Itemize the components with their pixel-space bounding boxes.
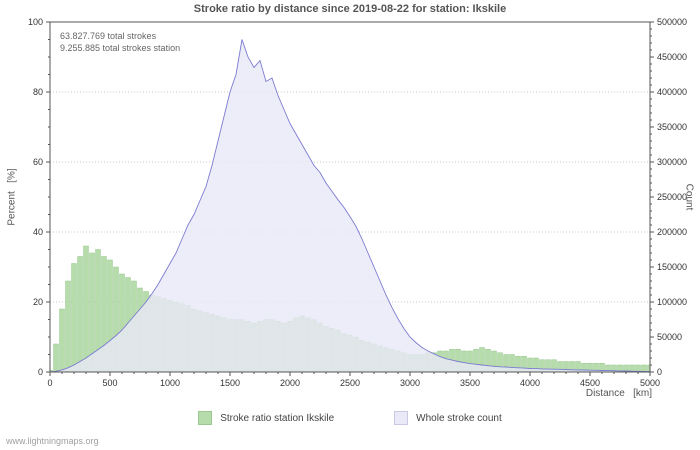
svg-text:1000: 1000 (160, 378, 180, 388)
ratio-bar (563, 361, 569, 372)
ratio-bar (551, 359, 557, 372)
svg-text:500000: 500000 (657, 17, 687, 27)
svg-text:4500: 4500 (580, 378, 600, 388)
count-area (50, 39, 650, 372)
ratio-bar (107, 259, 113, 372)
ratio-bar (617, 364, 623, 372)
ratio-bar (575, 361, 581, 372)
ratio-bar (119, 273, 125, 372)
svg-text:100: 100 (28, 17, 43, 27)
ratio-bar (95, 249, 101, 372)
ratio-bar (605, 364, 611, 372)
ratio-bar (599, 363, 605, 372)
annotation-total-strokes: 63.827.769 total strokes (60, 31, 157, 41)
svg-text:3000: 3000 (400, 378, 420, 388)
svg-text:450000: 450000 (657, 52, 687, 62)
ratio-bar (587, 363, 593, 372)
svg-text:80: 80 (33, 87, 43, 97)
ratio-bar (641, 364, 647, 372)
ratio-bar (557, 361, 563, 372)
svg-text:300000: 300000 (657, 157, 687, 167)
legend-item-stroke-count: Whole stroke count (394, 411, 502, 425)
ratio-bar (479, 347, 485, 372)
tick-marks (46, 21, 654, 376)
ratio-bar (647, 364, 650, 372)
ratio-bar (65, 280, 71, 372)
ratio-bar (539, 359, 545, 372)
ratio-bar (53, 343, 59, 372)
ratio-bar (497, 352, 503, 372)
ratio-bar (491, 350, 497, 372)
y-axis-label-left: Percent [%] (6, 168, 18, 226)
svg-text:2000: 2000 (280, 378, 300, 388)
svg-text:1500: 1500 (220, 378, 240, 388)
legend-swatch-stroke-count-icon (394, 411, 409, 425)
ratio-bar (533, 357, 539, 372)
svg-text:0: 0 (47, 378, 52, 388)
ratio-bar (101, 256, 107, 372)
x-axis-label: Distance [km] (585, 388, 652, 399)
svg-text:150000: 150000 (657, 262, 687, 272)
svg-text:40: 40 (33, 227, 43, 237)
ratio-bar (473, 349, 479, 372)
ratio-bar (83, 245, 89, 372)
ratio-bar (509, 354, 515, 372)
svg-text:3500: 3500 (460, 378, 480, 388)
ratio-bar (545, 359, 551, 372)
ratio-bar (89, 252, 95, 372)
ratio-bar (521, 356, 527, 372)
watermark: www.lightningmaps.org (6, 436, 99, 446)
ratio-bar (623, 364, 629, 372)
svg-text:60: 60 (33, 157, 43, 167)
annotation-total-strokes-station: 9.255.885 total strokes station (60, 43, 181, 53)
count-line (50, 39, 650, 372)
svg-text:4000: 4000 (520, 378, 540, 388)
ratio-bar (50, 370, 53, 372)
ratio-bar (581, 363, 587, 372)
ratio-bar (629, 364, 635, 372)
y-axis-label-right: Count (683, 183, 695, 211)
svg-text:250000: 250000 (657, 192, 687, 202)
ratio-bar (527, 357, 533, 372)
ratio-bar (635, 364, 641, 372)
ratio-bar (71, 263, 77, 372)
ratio-bar (611, 364, 617, 372)
svg-text:500: 500 (102, 378, 117, 388)
count-area-fill (50, 39, 650, 372)
legend-swatch-stroke-ratio-icon (198, 411, 213, 425)
ratio-bar (467, 350, 473, 372)
svg-text:5000: 5000 (640, 378, 660, 388)
svg-text:2500: 2500 (340, 378, 360, 388)
ratio-bar (515, 356, 521, 372)
tick-labels: 0 500 1000 1500 2000 2500 3000 3500 4000 4500 5000… (28, 17, 687, 388)
ratio-bar (569, 361, 575, 372)
svg-text:50000: 50000 (657, 332, 682, 342)
chart-title: Stroke ratio by distance since 2019-08-2… (193, 3, 507, 15)
svg-text:20: 20 (33, 297, 43, 307)
svg-text:350000: 350000 (657, 122, 687, 132)
ratio-bar (113, 266, 119, 372)
svg-text:0: 0 (657, 367, 662, 377)
ratio-bar (593, 363, 599, 372)
ratio-bar (59, 308, 65, 372)
legend-label-stroke-ratio: Stroke ratio station Ikskile (220, 412, 335, 424)
ratio-bar (77, 256, 83, 372)
legend: Stroke ratio station Ikskile Whole strok… (0, 411, 700, 425)
ratio-bar (461, 350, 467, 372)
legend-label-stroke-count: Whole stroke count (416, 412, 502, 424)
svg-text:400000: 400000 (657, 87, 687, 97)
svg-text:200000: 200000 (657, 227, 687, 237)
ratio-bar (503, 354, 509, 372)
legend-item-stroke-ratio: Stroke ratio station Ikskile (198, 411, 334, 425)
svg-text:0: 0 (38, 367, 43, 377)
ratio-bar (485, 349, 491, 372)
svg-text:100000: 100000 (657, 297, 687, 307)
